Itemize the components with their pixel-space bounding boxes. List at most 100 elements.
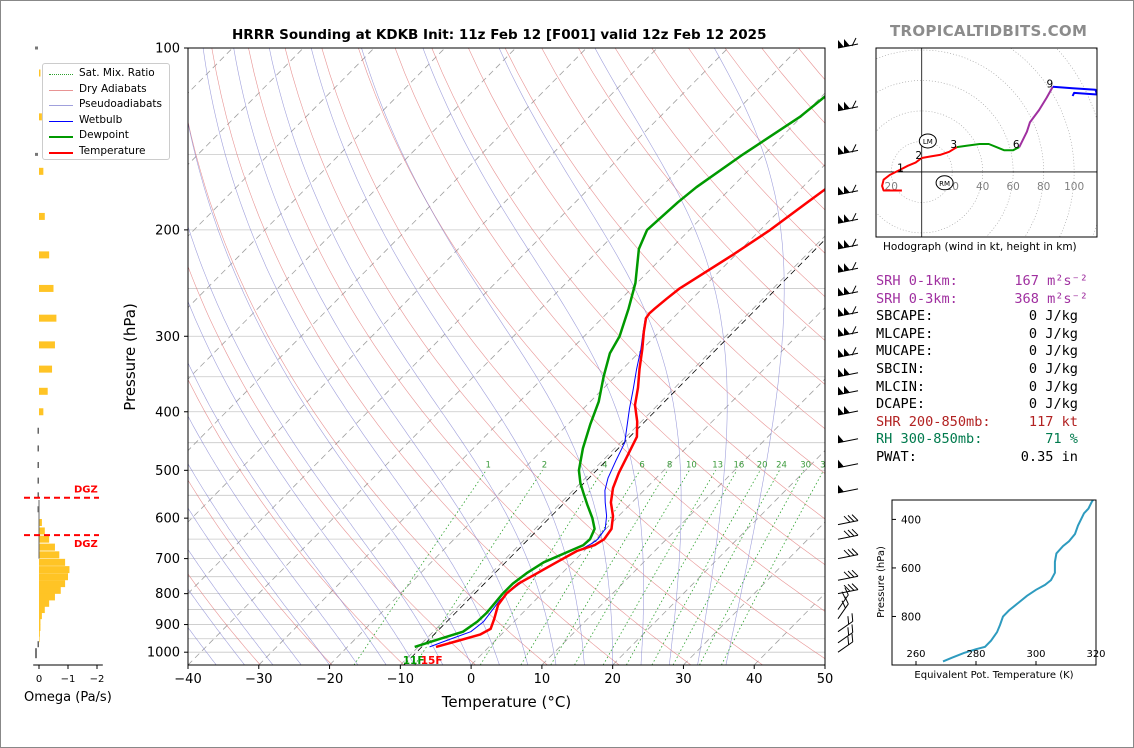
- barb-feather: [851, 548, 859, 555]
- barb-feather: [843, 584, 851, 592]
- barb-staff: [837, 554, 859, 560]
- barb-pennant: [838, 287, 844, 296]
- pseudoadiabat: [233, 48, 528, 665]
- stat-value: 0 J/kg: [1028, 343, 1078, 360]
- barb-pennant: [838, 328, 844, 337]
- legend-entry: Sat. Mix. Ratio: [43, 67, 169, 82]
- barb-pennant: [838, 102, 844, 111]
- hodograph-trace: [881, 157, 923, 192]
- hodograph-trace: [956, 143, 1020, 152]
- stat-label: SRH 0-1km:: [876, 273, 958, 289]
- omega-bar: [39, 365, 53, 373]
- barb-pennant: [838, 368, 844, 377]
- stat-label: SRH 0-3km:: [876, 290, 958, 307]
- omega-bar: [39, 69, 41, 77]
- barb-pennant: [844, 39, 850, 47]
- isotherm-line: [258, 92, 825, 665]
- omega-bar: [39, 558, 66, 566]
- stat-label: PWAT:: [876, 448, 917, 465]
- barb-feather: [851, 261, 857, 271]
- theta-y-tick-label: 800: [901, 611, 921, 623]
- mixing-ratio-line: [602, 470, 717, 665]
- mixing-ratio-line: [672, 470, 780, 665]
- omega-x-tick-label: −2: [90, 674, 105, 685]
- pseudoadiabat: [188, 463, 330, 665]
- barb-pennant: [838, 386, 844, 395]
- mixing-ratio-label: 16: [733, 460, 744, 470]
- omega-bar: [39, 551, 60, 559]
- barb-staff: [837, 534, 859, 540]
- stat-value: 0 J/kg: [1028, 308, 1078, 325]
- isotherm-line: [188, 48, 729, 595]
- barb-feather: [851, 624, 854, 633]
- stat-label: MLCIN:: [876, 378, 926, 395]
- hodograph-ring-label: 40: [976, 181, 989, 193]
- y-tick-label: 100: [155, 42, 180, 57]
- skew-t-plot-frame: [187, 47, 826, 666]
- stat-value: 0 J/kg: [1028, 360, 1078, 377]
- barb-pennant: [844, 327, 850, 336]
- mixing-ratio-label: 2: [542, 460, 547, 470]
- mixing-ratio-label: 8: [667, 460, 672, 470]
- barb-feather: [847, 529, 855, 537]
- legend-label: Pseudoadiabats: [79, 98, 162, 110]
- barb-pennant: [844, 185, 850, 194]
- wind-barb: [837, 285, 859, 297]
- omega-bar: [37, 506, 39, 513]
- mixing-ratio-line: [520, 470, 641, 665]
- x-tick-label: 30: [675, 672, 692, 687]
- legend-swatch: [49, 105, 73, 106]
- omega-bar: [39, 606, 45, 614]
- omega-bar: [39, 593, 55, 601]
- wind-barb: [837, 459, 859, 469]
- legend-swatch: [49, 136, 73, 138]
- barb-pennant: [838, 146, 844, 155]
- barb-pennant: [844, 348, 850, 357]
- omega-axis-label: Omega (Pa/s): [24, 690, 112, 705]
- theta-y-tick-label: 400: [901, 514, 921, 526]
- omega-bar: [39, 623, 41, 631]
- barb-feather: [844, 587, 849, 596]
- stat-row: RH 300-850mb: 71 %: [876, 431, 1101, 449]
- barb-pennant: [844, 214, 850, 223]
- wind-barb: [837, 385, 859, 396]
- barb-pennant: [844, 263, 850, 272]
- stat-value: 0 J/kg: [1028, 325, 1078, 342]
- x-tick-label: 50: [817, 672, 834, 687]
- x-tick-label: 40: [746, 672, 763, 687]
- y-tick-label: 1000: [147, 646, 180, 661]
- y-tick-label: 600: [155, 512, 180, 527]
- storm-motion-label: RM: [939, 180, 950, 188]
- omega-bar: [39, 535, 50, 543]
- dry-adiabat: [578, 48, 825, 341]
- barb-pennant: [844, 145, 850, 154]
- mixing-ratio-line: [574, 470, 690, 665]
- omega-bar: [39, 527, 45, 535]
- barb-feather: [851, 144, 857, 153]
- barb-feather: [851, 569, 859, 577]
- barb-pennant: [838, 186, 844, 195]
- barb-pennant: [838, 264, 844, 273]
- wind-barb: [837, 548, 859, 560]
- barb-pennant: [838, 407, 844, 415]
- mixing-ratio-label: 20: [757, 460, 768, 470]
- omega-bar: [39, 635, 40, 643]
- x-tick-label: −40: [174, 672, 201, 687]
- stat-value: 0.35 in: [1020, 448, 1078, 465]
- omega-bar: [39, 212, 45, 220]
- wind-barb: [837, 484, 859, 494]
- isotherm-line: [188, 48, 587, 452]
- stat-label: SBCAPE:: [876, 308, 934, 325]
- omega-bar: [39, 629, 40, 637]
- pseudoadiabat: [188, 415, 359, 665]
- barb-staff: [837, 520, 859, 526]
- x-tick-label: −30: [245, 672, 272, 687]
- barb-feather: [851, 613, 854, 622]
- barb-feather: [851, 583, 859, 590]
- mixing-ratio-line: [479, 470, 604, 665]
- mixing-ratio-label: 4: [602, 460, 607, 470]
- stat-row: SBCAPE: 0 J/kg: [876, 308, 1101, 326]
- legend-entry: Pseudoadiabats: [43, 98, 169, 113]
- barb-pennant: [838, 308, 844, 317]
- theta-y-axis-label: Pressure (hPa): [876, 546, 887, 618]
